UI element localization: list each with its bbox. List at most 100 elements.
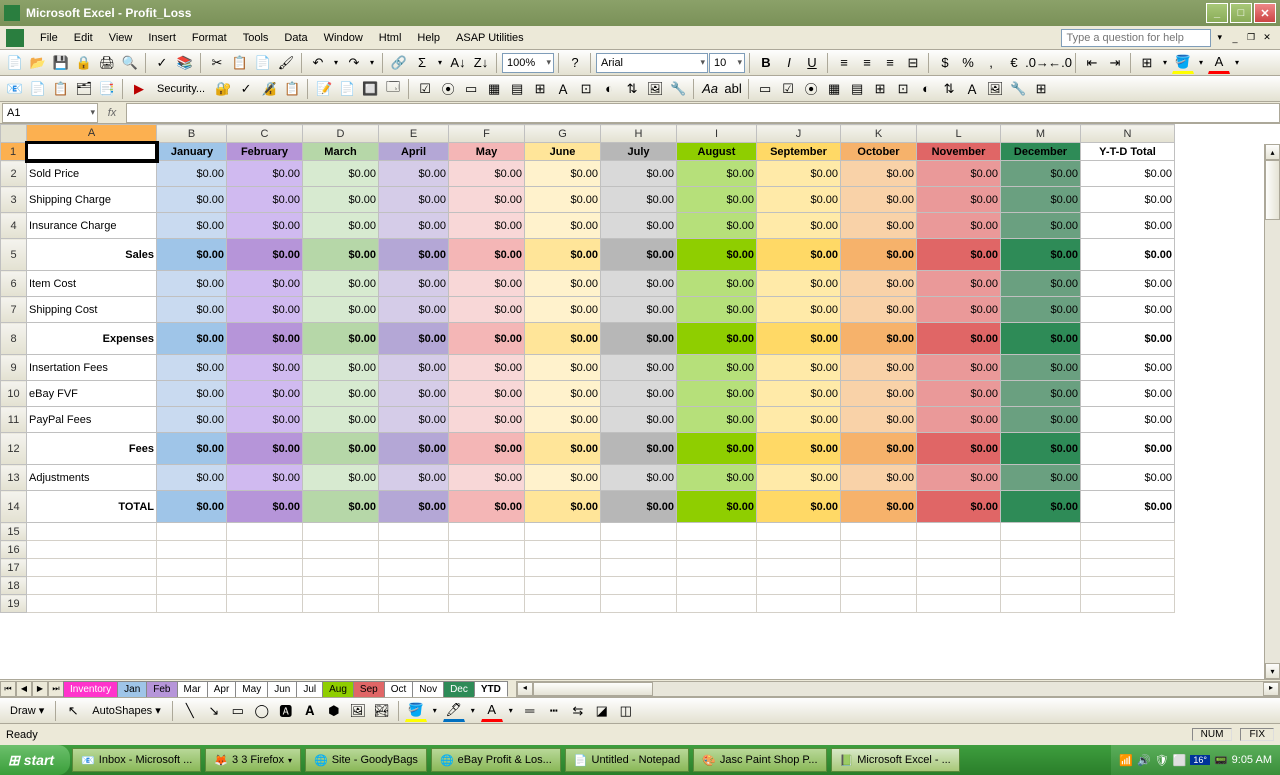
cell-G9[interactable]: $0.00	[525, 355, 601, 381]
currency-button[interactable]: $	[934, 52, 956, 74]
borders-dropdown[interactable]: ▾	[1159, 52, 1171, 74]
cell-I17[interactable]	[677, 559, 757, 577]
cell-C15[interactable]	[227, 523, 303, 541]
autoshapes-menu[interactable]: AutoShapes ▾	[86, 704, 167, 717]
sheet-tab-aug[interactable]: Aug	[322, 681, 354, 697]
tray-icon[interactable]: 🔊	[1137, 754, 1151, 767]
cell-header-March[interactable]: March	[303, 143, 379, 161]
tb2-btn-24[interactable]: 🖼	[644, 78, 666, 100]
row-header-9[interactable]: 9	[1, 355, 27, 381]
cell-H9[interactable]: $0.00	[601, 355, 677, 381]
taskbar-item[interactable]: 📄Untitled - Notepad	[565, 748, 689, 772]
cell-C8[interactable]: $0.00	[227, 323, 303, 355]
cell-C10[interactable]: $0.00	[227, 381, 303, 407]
tb2-btn-38[interactable]: 🖼	[984, 78, 1006, 100]
cell-K10[interactable]: $0.00	[841, 381, 917, 407]
cell-E3[interactable]: $0.00	[379, 187, 449, 213]
cell-N4[interactable]: $0.00	[1081, 213, 1175, 239]
cell-L9[interactable]: $0.00	[917, 355, 1001, 381]
scroll-down-button[interactable]: ▾	[1265, 663, 1280, 679]
cell-L13[interactable]: $0.00	[917, 465, 1001, 491]
cell-E11[interactable]: $0.00	[379, 407, 449, 433]
cell-C2[interactable]: $0.00	[227, 161, 303, 187]
cell-E19[interactable]	[379, 595, 449, 613]
spelling-button[interactable]: ✓	[151, 52, 173, 74]
tb2-btn-30[interactable]: ⦿	[800, 78, 822, 100]
cell-D7[interactable]: $0.00	[303, 297, 379, 323]
cell-I13[interactable]: $0.00	[677, 465, 757, 491]
hyperlink-button[interactable]: 🔗	[388, 52, 410, 74]
cell-H6[interactable]: $0.00	[601, 271, 677, 297]
row-header-7[interactable]: 7	[1, 297, 27, 323]
cell-L7[interactable]: $0.00	[917, 297, 1001, 323]
cell-L6[interactable]: $0.00	[917, 271, 1001, 297]
row-header-16[interactable]: 16	[1, 541, 27, 559]
cell-D6[interactable]: $0.00	[303, 271, 379, 297]
cell-J5[interactable]: $0.00	[757, 239, 841, 271]
open-button[interactable]: 📂	[27, 52, 49, 74]
redo-dropdown[interactable]: ▾	[366, 52, 378, 74]
cell-G18[interactable]	[525, 577, 601, 595]
cell-J7[interactable]: $0.00	[757, 297, 841, 323]
cell-A18[interactable]	[27, 577, 157, 595]
cell-D8[interactable]: $0.00	[303, 323, 379, 355]
tb2-btn-36[interactable]: ⇅	[938, 78, 960, 100]
tray-icon[interactable]: 🛡	[1155, 754, 1169, 767]
cell-J2[interactable]: $0.00	[757, 161, 841, 187]
cell-L18[interactable]	[917, 577, 1001, 595]
sheet-tab-feb[interactable]: Feb	[146, 681, 177, 697]
font-color-draw-dropdown[interactable]: ▾	[505, 700, 517, 722]
cell-C14[interactable]: $0.00	[227, 491, 303, 523]
cell-E18[interactable]	[379, 577, 449, 595]
cell-E7[interactable]: $0.00	[379, 297, 449, 323]
cell-M13[interactable]: $0.00	[1001, 465, 1081, 491]
tab-nav-first[interactable]: ⏮	[0, 681, 16, 697]
cell-H5[interactable]: $0.00	[601, 239, 677, 271]
tb2-btn-16[interactable]: ▭	[460, 78, 482, 100]
cell-N8[interactable]: $0.00	[1081, 323, 1175, 355]
col-header-E[interactable]: E	[379, 125, 449, 143]
print-preview-button[interactable]: 🔍	[119, 52, 141, 74]
diagram-button[interactable]: ⬢	[323, 700, 345, 722]
row-label-5[interactable]: Sales	[27, 239, 157, 271]
cell-header-Y-T-D Total[interactable]: Y-T-D Total	[1081, 143, 1175, 161]
col-header-J[interactable]: J	[757, 125, 841, 143]
cell-L10[interactable]: $0.00	[917, 381, 1001, 407]
cell-F9[interactable]: $0.00	[449, 355, 525, 381]
cell-A16[interactable]	[27, 541, 157, 559]
cell-N15[interactable]	[1081, 523, 1175, 541]
cell-N17[interactable]	[1081, 559, 1175, 577]
cell-C11[interactable]: $0.00	[227, 407, 303, 433]
menu-view[interactable]: View	[101, 30, 141, 46]
col-header-C[interactable]: C	[227, 125, 303, 143]
cell-E13[interactable]: $0.00	[379, 465, 449, 491]
row-label-10[interactable]: eBay FVF	[27, 381, 157, 407]
cell-G15[interactable]	[525, 523, 601, 541]
cell-L16[interactable]	[917, 541, 1001, 559]
cell-header-August[interactable]: August	[677, 143, 757, 161]
cell-H16[interactable]	[601, 541, 677, 559]
cell-C4[interactable]: $0.00	[227, 213, 303, 239]
tray-icon[interactable]: 📶	[1119, 754, 1133, 767]
taskbar-item[interactable]: 🌐eBay Profit & Los...	[431, 748, 561, 772]
cell-C17[interactable]	[227, 559, 303, 577]
cell-L8[interactable]: $0.00	[917, 323, 1001, 355]
cell-M8[interactable]: $0.00	[1001, 323, 1081, 355]
cell-I6[interactable]: $0.00	[677, 271, 757, 297]
cell-J15[interactable]	[757, 523, 841, 541]
increase-indent-button[interactable]: ⇥	[1104, 52, 1126, 74]
select-all-corner[interactable]	[1, 125, 27, 143]
sheet-tab-nov[interactable]: Nov	[412, 681, 444, 697]
sort-asc-button[interactable]: A↓	[447, 52, 469, 74]
cell-header-December[interactable]: December	[1001, 143, 1081, 161]
cell-C7[interactable]: $0.00	[227, 297, 303, 323]
line-color-dropdown[interactable]: ▾	[467, 700, 479, 722]
cell-K13[interactable]: $0.00	[841, 465, 917, 491]
cell-B15[interactable]	[157, 523, 227, 541]
tb2-btn-2[interactable]: 📄	[27, 78, 49, 100]
autosum-button[interactable]: Σ	[411, 52, 433, 74]
tb2-btn-9[interactable]: 📋	[281, 78, 303, 100]
cell-J14[interactable]: $0.00	[757, 491, 841, 523]
cell-J3[interactable]: $0.00	[757, 187, 841, 213]
row-header-13[interactable]: 13	[1, 465, 27, 491]
